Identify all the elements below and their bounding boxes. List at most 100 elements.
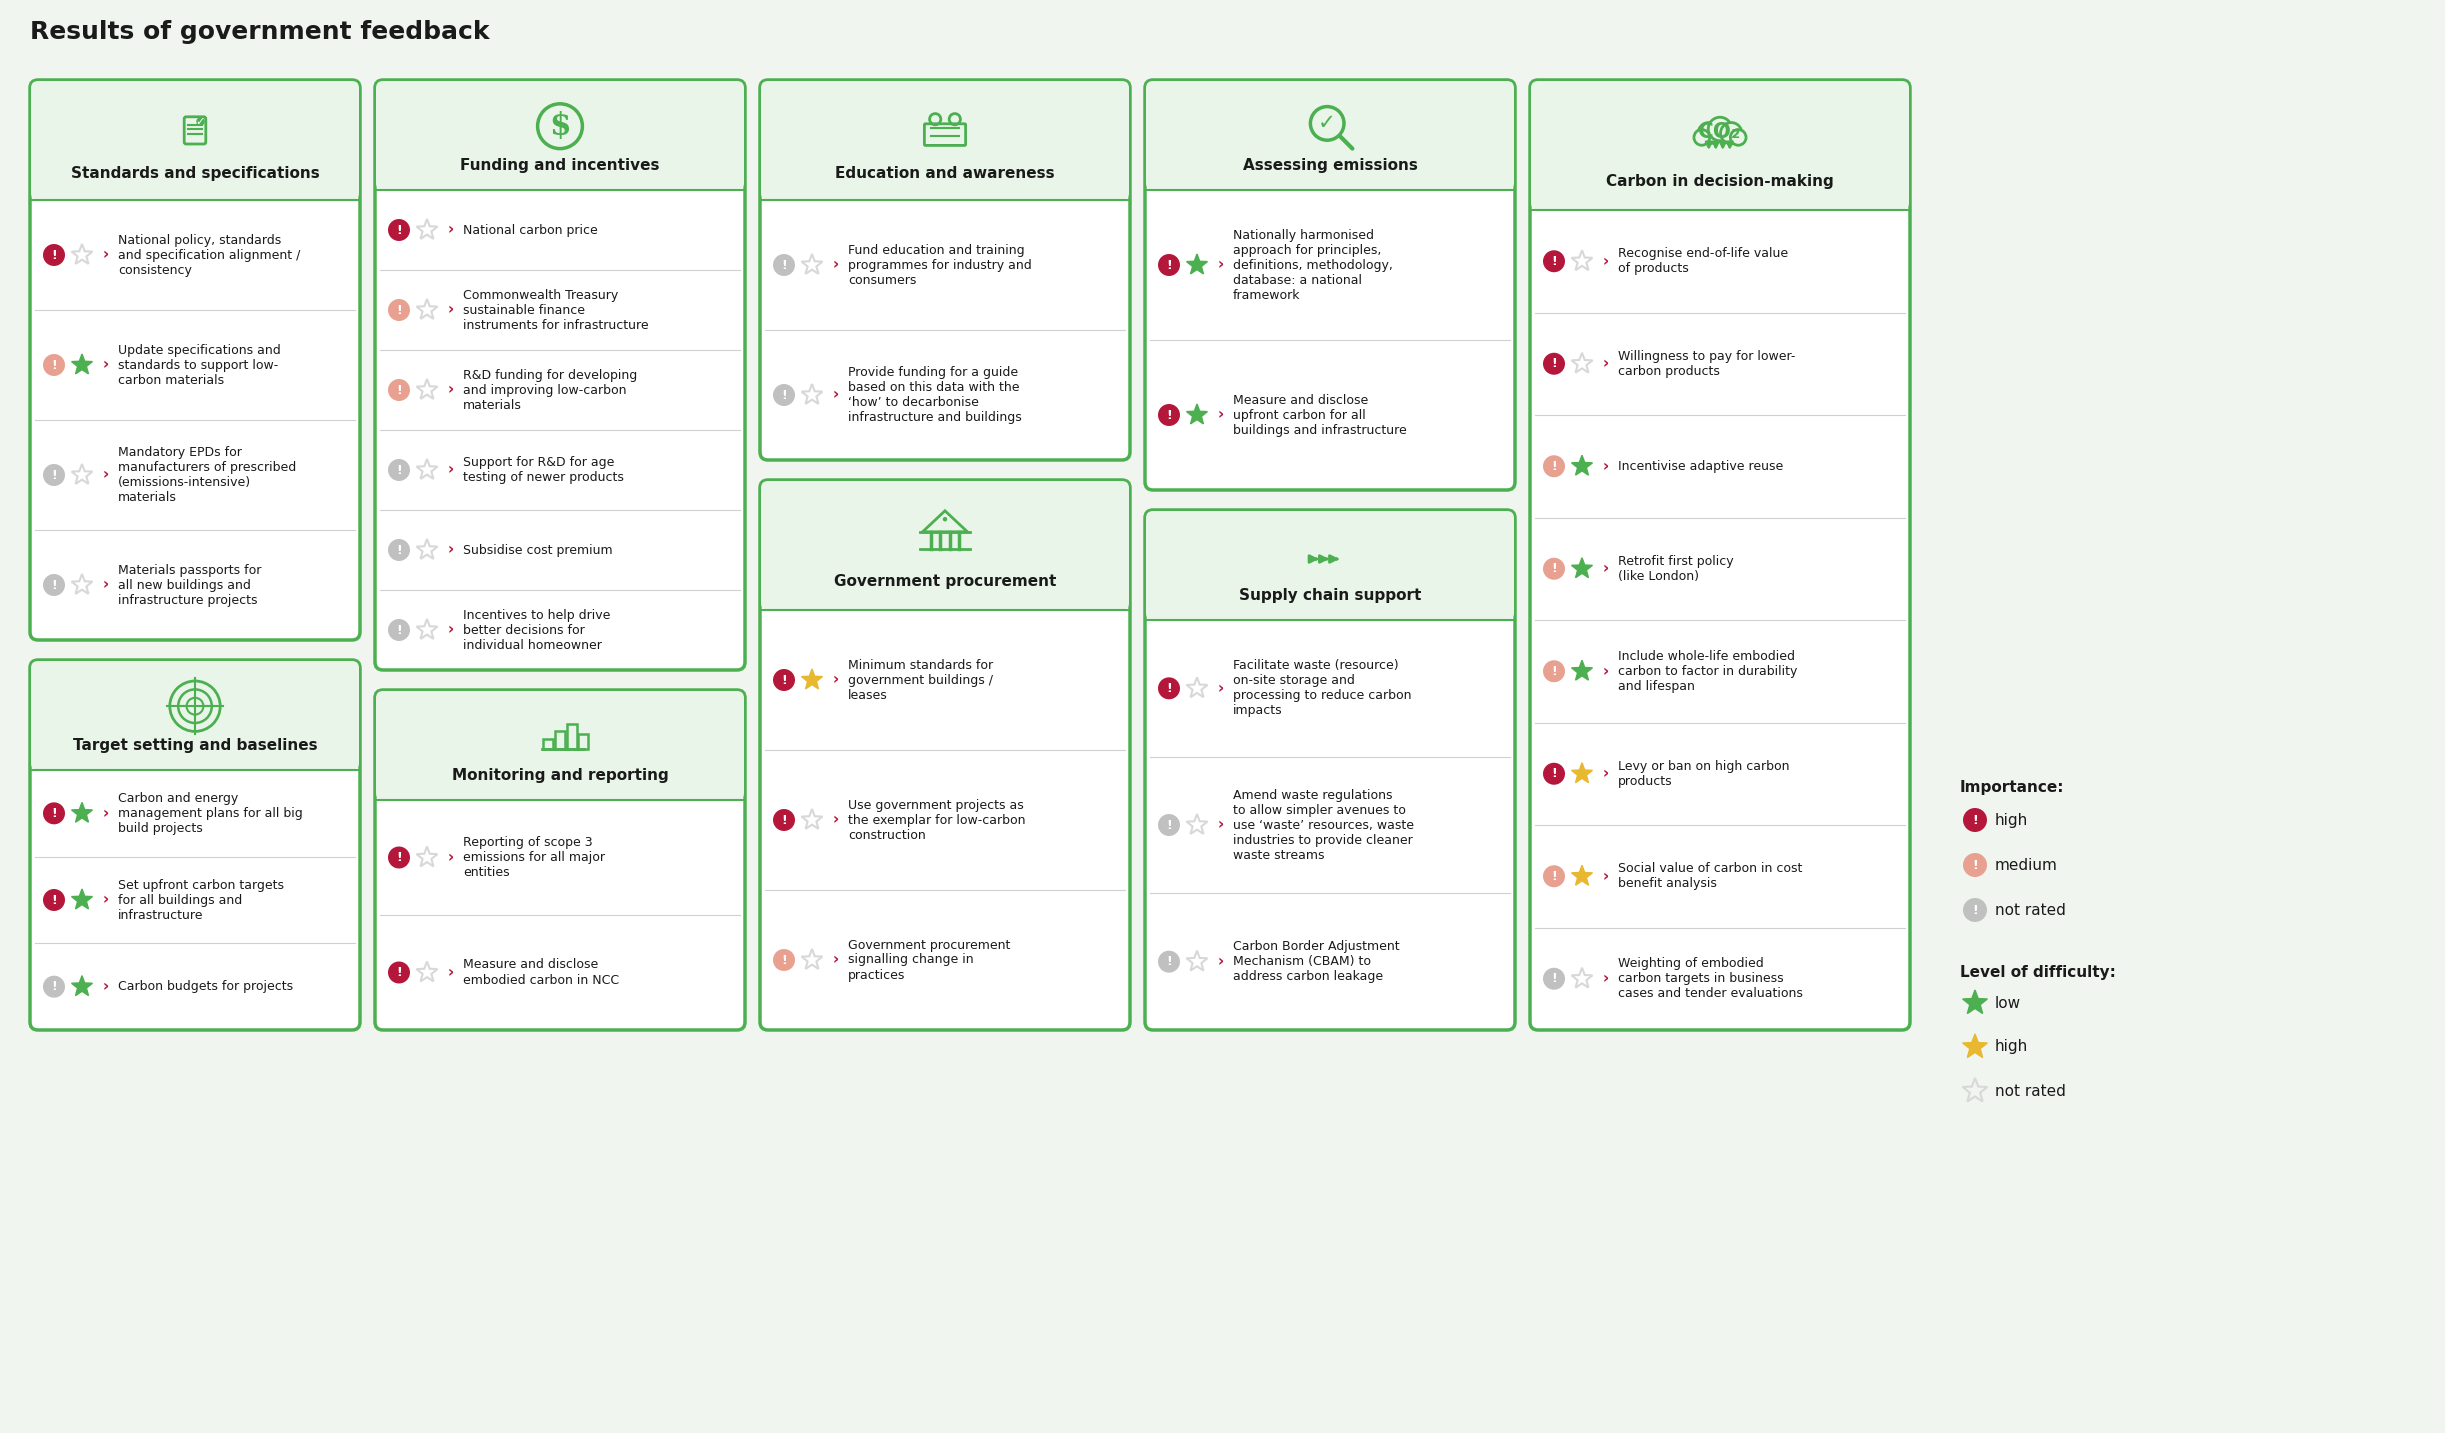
Text: ›: › <box>1218 407 1225 423</box>
Text: R&D funding for developing
and improving low-carbon
materials: R&D funding for developing and improving… <box>462 368 638 411</box>
Text: !: ! <box>51 807 56 820</box>
Text: Set upfront carbon targets
for all buildings and
infrastructure: Set upfront carbon targets for all build… <box>117 878 284 921</box>
Text: Nationally harmonised
approach for principles,
definitions, methodology,
databas: Nationally harmonised approach for princ… <box>1232 228 1394 301</box>
Text: ›: › <box>1604 767 1609 781</box>
FancyBboxPatch shape <box>377 82 743 191</box>
Bar <box>579 734 589 749</box>
Circle shape <box>1159 254 1181 277</box>
Text: ›: › <box>1218 817 1225 833</box>
Text: Retrofit first policy
(like London): Retrofit first policy (like London) <box>1619 555 1734 583</box>
Text: ✓: ✓ <box>196 116 205 126</box>
Text: !: ! <box>1550 357 1557 370</box>
Text: !: ! <box>396 851 401 864</box>
PathPatch shape <box>71 976 93 996</box>
Text: ›: › <box>447 383 455 397</box>
Text: !: ! <box>51 579 56 592</box>
Text: National carbon price: National carbon price <box>462 224 597 236</box>
Circle shape <box>389 619 411 641</box>
Text: !: ! <box>1550 460 1557 473</box>
Text: !: ! <box>1166 682 1171 695</box>
Text: CO₂: CO₂ <box>1699 122 1741 142</box>
Circle shape <box>196 118 205 126</box>
Text: !: ! <box>780 258 787 271</box>
Text: Support for R&D for age
testing of newer products: Support for R&D for age testing of newer… <box>462 456 623 484</box>
Text: ›: › <box>447 964 455 980</box>
Text: Mandatory EPDs for
manufacturers of prescribed
(emissions-intensive)
materials: Mandatory EPDs for manufacturers of pres… <box>117 446 296 504</box>
Circle shape <box>389 378 411 401</box>
Text: !: ! <box>780 814 787 827</box>
PathPatch shape <box>71 888 93 909</box>
Circle shape <box>773 384 795 406</box>
Text: !: ! <box>1166 258 1171 271</box>
Circle shape <box>1963 808 1988 833</box>
FancyBboxPatch shape <box>32 82 359 201</box>
Text: Include whole-life embodied
carbon to factor in durability
and lifespan: Include whole-life embodied carbon to fa… <box>1619 649 1797 692</box>
Text: ›: › <box>447 222 455 238</box>
Text: !: ! <box>1550 767 1557 780</box>
PathPatch shape <box>1572 661 1592 681</box>
FancyBboxPatch shape <box>1531 82 1910 211</box>
Text: ›: › <box>1218 258 1225 272</box>
Text: ›: › <box>1604 357 1609 371</box>
Text: !: ! <box>1166 956 1171 969</box>
Text: Minimum standards for
government buildings /
leases: Minimum standards for government buildin… <box>848 659 993 702</box>
FancyBboxPatch shape <box>760 481 1130 610</box>
Circle shape <box>773 669 795 691</box>
Text: Monitoring and reporting: Monitoring and reporting <box>452 768 667 784</box>
Circle shape <box>1699 113 1738 153</box>
Circle shape <box>773 254 795 277</box>
Text: Incentivise adaptive reuse: Incentivise adaptive reuse <box>1619 460 1782 473</box>
Text: !: ! <box>1550 665 1557 678</box>
Text: !: ! <box>396 384 401 397</box>
Circle shape <box>44 464 66 486</box>
FancyBboxPatch shape <box>377 691 743 800</box>
Text: !: ! <box>396 623 401 636</box>
Bar <box>543 739 553 749</box>
Circle shape <box>1699 123 1719 143</box>
Text: !: ! <box>1973 814 1978 827</box>
Text: !: ! <box>51 248 56 261</box>
Text: Use government projects as
the exemplar for low-carbon
construction: Use government projects as the exemplar … <box>848 798 1024 841</box>
Circle shape <box>1159 678 1181 699</box>
Text: !: ! <box>1166 818 1171 831</box>
Text: !: ! <box>51 469 56 481</box>
Circle shape <box>1543 762 1565 785</box>
Text: Funding and incentives: Funding and incentives <box>460 158 660 173</box>
Text: !: ! <box>1973 903 1978 917</box>
Text: Results of government feedback: Results of government feedback <box>29 20 489 44</box>
PathPatch shape <box>1572 557 1592 577</box>
Text: Levy or ban on high carbon
products: Levy or ban on high carbon products <box>1619 759 1790 788</box>
Text: Government procurement: Government procurement <box>834 573 1056 589</box>
Circle shape <box>44 888 66 911</box>
FancyBboxPatch shape <box>1147 82 1513 191</box>
FancyBboxPatch shape <box>29 661 359 1030</box>
Circle shape <box>1543 967 1565 990</box>
Text: Incentives to help drive
better decisions for
individual homeowner: Incentives to help drive better decision… <box>462 609 611 652</box>
Circle shape <box>1159 814 1181 835</box>
Circle shape <box>44 802 66 824</box>
Text: !: ! <box>396 966 401 979</box>
Text: ›: › <box>447 622 455 638</box>
Text: Measure and disclose
embodied carbon in NCC: Measure and disclose embodied carbon in … <box>462 959 619 986</box>
Circle shape <box>1543 557 1565 580</box>
Circle shape <box>1159 950 1181 973</box>
Text: !: ! <box>1550 972 1557 986</box>
Text: Standards and specifications: Standards and specifications <box>71 166 320 181</box>
FancyBboxPatch shape <box>760 80 1130 460</box>
Text: Importance:: Importance: <box>1961 780 2064 795</box>
Bar <box>555 731 565 749</box>
Text: Social value of carbon in cost
benefit analysis: Social value of carbon in cost benefit a… <box>1619 863 1802 890</box>
Text: Update specifications and
standards to support low-
carbon materials: Update specifications and standards to s… <box>117 344 281 387</box>
Text: Carbon Border Adjustment
Mechanism (CBAM) to
address carbon leakage: Carbon Border Adjustment Mechanism (CBAM… <box>1232 940 1399 983</box>
FancyBboxPatch shape <box>1144 510 1516 1030</box>
Text: high: high <box>1995 1039 2029 1055</box>
FancyBboxPatch shape <box>760 480 1130 1030</box>
Text: Facilitate waste (resource)
on-site storage and
processing to reduce carbon
impa: Facilitate waste (resource) on-site stor… <box>1232 659 1411 718</box>
Circle shape <box>389 847 411 868</box>
PathPatch shape <box>802 669 822 689</box>
Text: medium: medium <box>1995 857 2059 873</box>
Circle shape <box>44 575 66 596</box>
Text: ›: › <box>834 953 839 967</box>
Text: ›: › <box>834 387 839 403</box>
Text: ›: › <box>447 850 455 866</box>
